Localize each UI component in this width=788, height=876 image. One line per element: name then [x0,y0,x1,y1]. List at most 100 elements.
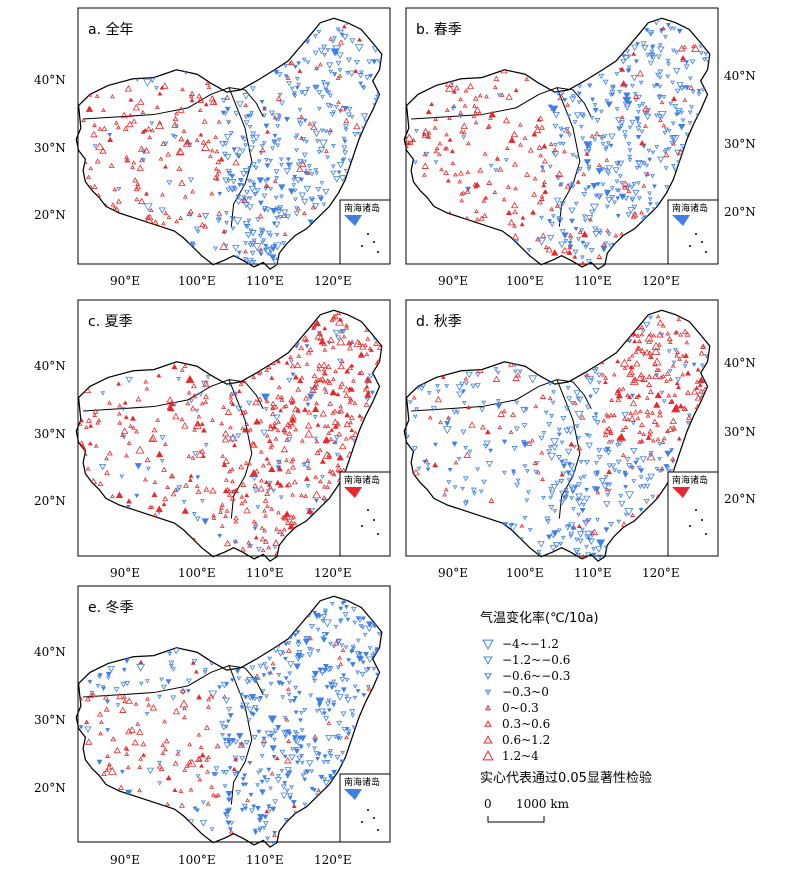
cooling-station-marker [306,760,314,767]
warming-station-marker [322,423,328,429]
cooling-station-marker [240,777,246,782]
warming-station-marker [121,427,129,434]
cooling-station-marker [263,666,269,671]
cooling-station-marker [314,66,320,72]
cooling-station-marker [333,440,338,445]
cooling-station-marker [553,143,558,148]
cooling-station-marker [257,663,264,669]
cooling-station-marker [363,667,370,673]
warming-station-marker [644,395,650,400]
cooling-station-marker [346,732,351,737]
warming-station-marker [84,719,89,725]
warming-station-marker [641,431,647,436]
cooling-station-marker [591,552,597,557]
cooling-station-marker [687,121,693,126]
cooling-station-marker [120,682,127,688]
warming-station-marker [312,734,318,739]
warming-station-marker [122,698,128,704]
warming-station-marker [473,106,482,113]
cooling-station-marker [293,748,300,755]
cooling-station-marker [425,462,431,468]
cooling-station-marker [280,784,287,790]
warming-station-marker [163,738,170,744]
cooling-station-marker [283,168,291,175]
warming-station-marker [513,186,518,191]
cooling-station-marker [343,645,349,650]
cooling-station-marker [451,441,458,447]
warming-station-marker [542,189,548,195]
cooling-station-marker [367,373,374,379]
warming-station-marker [666,393,672,398]
warming-station-marker [532,176,538,181]
warming-station-marker [140,741,147,747]
cooling-station-marker [265,177,271,182]
cooling-station-marker [673,68,681,75]
cooling-station-marker [262,814,269,820]
cooling-station-marker [243,120,250,126]
cooling-station-marker [666,146,672,152]
cooling-station-marker [586,185,592,190]
cooling-station-marker [158,207,166,214]
warming-station-marker [242,498,248,503]
warming-station-marker [352,400,358,405]
cooling-station-marker [612,167,620,174]
cooling-station-marker [612,200,617,205]
warming-station-marker [340,647,346,652]
warming-station-marker [91,692,96,697]
warming-station-marker [284,519,291,525]
warming-station-marker [322,386,328,391]
cooling-station-marker [618,500,626,508]
cooling-station-marker [354,44,364,53]
warming-station-marker [280,445,289,453]
cooling-station-marker [284,773,291,779]
warming-station-marker [700,343,707,349]
cooling-station-marker [619,120,625,126]
cooling-station-marker [617,174,623,179]
warming-station-marker [203,399,209,404]
cooling-station-marker [233,739,239,745]
warming-station-marker [79,440,85,445]
warming-station-marker [84,696,91,702]
warming-station-marker [126,120,134,128]
warming-station-marker [197,212,202,218]
warming-station-marker [174,218,180,224]
cooling-station-marker [146,767,154,775]
cooling-station-marker [623,195,630,202]
cooling-station-marker [270,731,276,736]
warming-station-marker [326,430,332,435]
cooling-station-marker [627,339,633,344]
warming-station-marker [178,788,184,793]
warming-station-marker [268,465,276,473]
cooling-station-marker [322,664,329,670]
cooling-station-marker [637,104,642,109]
cooling-station-marker [287,661,295,668]
cooling-station-marker [603,475,609,480]
warming-station-marker [621,452,626,457]
cooling-station-marker [689,105,694,110]
cooling-station-marker [627,154,633,159]
warming-station-marker [429,101,435,107]
cooling-station-marker [623,485,628,490]
cooling-station-marker [235,405,243,413]
cooling-station-marker [614,161,621,167]
warming-station-marker [202,223,209,229]
cooling-station-marker [622,134,628,140]
warming-station-marker [115,491,124,499]
cooling-station-marker [543,410,549,415]
cooling-station-marker [657,156,665,164]
cooling-station-marker [656,95,663,101]
cooling-station-marker [678,124,686,131]
warming-station-marker [281,404,287,409]
warming-station-marker [619,66,626,72]
legend-label: 1.2~4 [502,749,539,763]
warming-station-marker [206,138,211,144]
warming-station-marker [493,75,500,81]
cooling-station-marker [594,118,601,124]
warming-station-marker [261,463,266,468]
cooling-station-marker [261,141,267,146]
warming-station-marker [110,493,115,499]
warming-station-marker [458,96,464,102]
warming-station-marker [636,393,642,398]
cooling-station-marker [286,692,292,698]
cooling-station-marker [556,432,562,437]
